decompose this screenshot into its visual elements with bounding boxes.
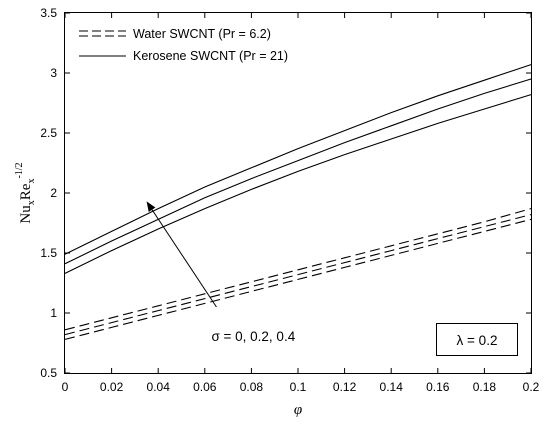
plot-frame [64,12,532,374]
sigma-arrow [146,201,217,308]
x-tick-label: 0.1 [290,380,307,394]
x-tick-label: 0.08 [240,380,264,394]
x-tick-label: 0.06 [193,380,217,394]
x-tick-label: 0.02 [100,380,124,394]
y-tick-label: 3 [50,66,57,80]
y-axis-title-re: Re [18,183,34,200]
kerosene-curve-sigma-0.2 [64,78,532,265]
axis-ticks: 0 0.02 0.04 0.06 0.08 0.1 0.12 0.14 0.16 0.18 0.2 0… [40,6,539,394]
arrow-shaft [151,209,217,308]
arrow-head [146,201,156,212]
y-axis-title-sup: -1/2 [14,162,25,178]
parameter-box-label: λ = 0.2 [457,333,498,348]
x-axis-title: φ [294,402,302,418]
y-axis-title-nu: Nu [18,205,34,224]
y-axis-title-sub1: x [26,200,37,205]
kerosene-curve-sigma-0.4 [64,64,532,255]
water-curve-sigma-0 [64,218,532,340]
water-curve-sigma-0.4 [64,208,532,331]
y-tick-label: 2 [50,186,57,200]
kerosene-curve-sigma-0 [64,94,532,274]
data-curves [64,64,532,340]
sigma-annotation: σ = 0, 0.2, 0.4 [211,329,295,344]
x-tick-label: 0 [62,380,69,394]
x-tick-label: 0.18 [473,380,497,394]
y-tick-label: 1.5 [40,246,57,260]
x-tick-label: 0.16 [426,380,450,394]
legend-label-water: Water SWCNT (Pr = 6.2) [133,27,271,41]
x-tick-label: 0.2 [523,380,540,394]
x-tick-label: 0.14 [380,380,404,394]
x-tick-label: 0.12 [333,380,357,394]
y-axis-title-sub2: x [26,179,37,184]
legend: Water SWCNT (Pr = 6.2) Kerosene SWCNT (P… [79,27,288,63]
y-tick-label: 3.5 [40,6,57,20]
y-tick-label: 0.5 [40,366,57,380]
y-axis-title: NuxRex-1/2 [14,162,37,223]
x-tick-label: 0.04 [147,380,171,394]
legend-label-kerosene: Kerosene SWCNT (Pr = 21) [133,49,288,63]
y-tick-label: 2.5 [40,126,57,140]
y-tick-label: 1 [50,306,57,320]
water-curve-sigma-0.2 [64,214,532,336]
parameter-box [436,323,518,356]
